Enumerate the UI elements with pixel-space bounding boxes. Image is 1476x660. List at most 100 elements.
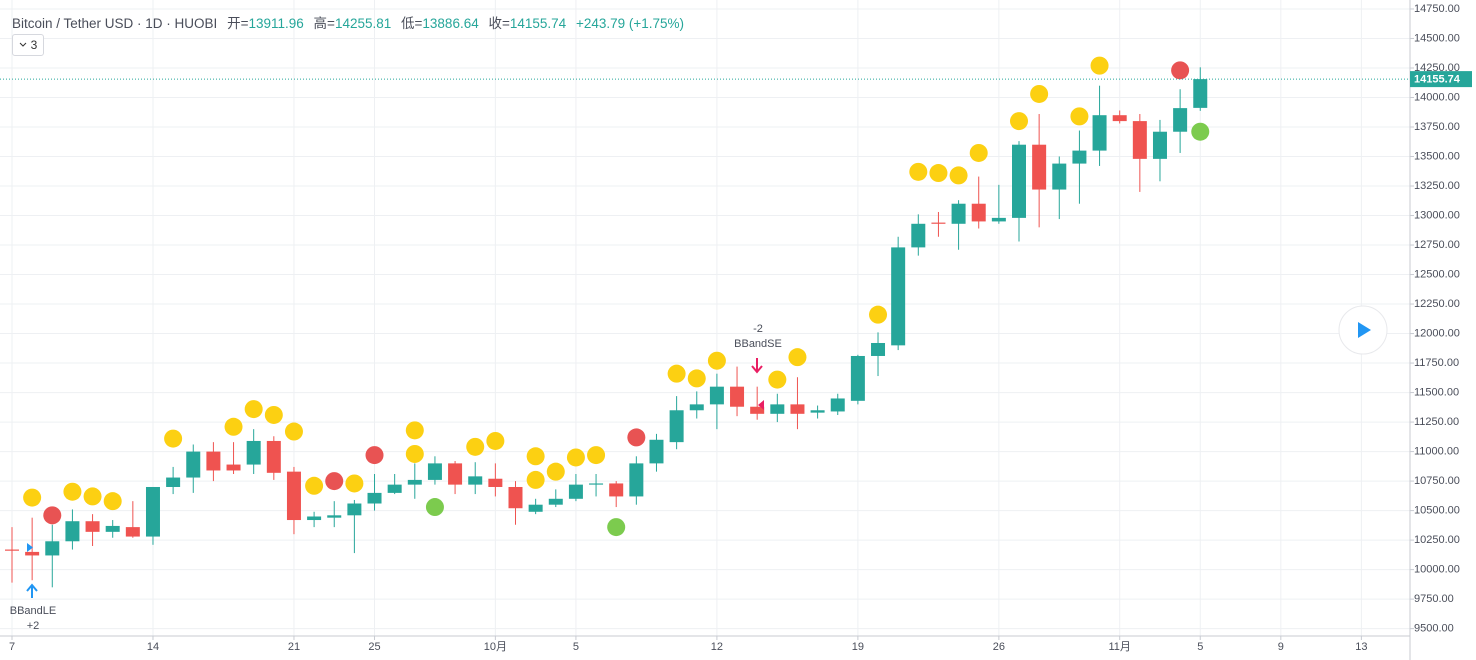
indicator-toggle[interactable]: 3 <box>12 34 44 56</box>
y-tick-label: 10500.00 <box>1414 505 1460 517</box>
y-tick-label: 13000.00 <box>1414 209 1460 221</box>
candle-body <box>931 222 946 224</box>
signal-dot <box>1090 56 1109 75</box>
candle-body <box>226 464 241 471</box>
signal-dot <box>1010 112 1028 131</box>
candle-body <box>286 471 301 521</box>
candle-body <box>589 483 604 485</box>
last-price-label: 14155.74 <box>1414 74 1461 86</box>
ohlc-value: 13886.64 <box>422 16 479 31</box>
candle-body <box>65 521 80 542</box>
signal-dot <box>587 446 606 465</box>
candle-body <box>1112 115 1127 122</box>
x-tick-label: 25 <box>368 641 380 653</box>
exit-marker <box>758 400 764 410</box>
signal-dot <box>929 164 948 183</box>
signal-dot <box>244 400 263 419</box>
y-tick-label: 12500.00 <box>1414 268 1460 280</box>
candle-body <box>649 439 664 464</box>
annotation: -2 <box>753 323 763 335</box>
symbol: Bitcoin / Tether USD · 1D · HUOBI <box>12 16 218 31</box>
signal-dot <box>869 305 888 324</box>
signal-dot <box>345 474 364 493</box>
candle-body <box>850 355 865 401</box>
y-tick-label: 12250.00 <box>1414 298 1460 310</box>
candle-body <box>125 527 140 537</box>
candle-body <box>770 404 785 414</box>
signal-dot <box>1070 107 1089 126</box>
candle-body <box>266 440 281 473</box>
candle-body <box>327 515 342 518</box>
candle-body <box>105 525 120 532</box>
candle-body <box>871 342 886 356</box>
candle-body <box>1173 108 1188 132</box>
y-tick-label: 11000.00 <box>1414 445 1459 457</box>
x-tick-label: 11月 <box>1108 641 1130 653</box>
candle-body <box>508 486 523 509</box>
signal-dot <box>466 437 485 456</box>
candle-body <box>750 406 765 414</box>
candle-body <box>186 451 201 478</box>
candle-body <box>1032 144 1047 190</box>
annotation: BBandLE <box>10 605 56 617</box>
candle-body <box>468 476 483 485</box>
candle-body <box>891 247 906 346</box>
candle-body <box>145 486 160 537</box>
candle-body <box>911 223 926 248</box>
candle-body <box>1052 163 1067 190</box>
annotation: BBandSE <box>734 338 782 350</box>
signal-dot <box>546 462 565 481</box>
y-tick-label: 10250.00 <box>1414 534 1460 546</box>
y-tick-label: 9750.00 <box>1414 593 1454 605</box>
candle-body <box>830 398 845 412</box>
x-tick-label: 14 <box>147 641 159 653</box>
x-tick-label: 21 <box>288 641 300 653</box>
y-tick-label: 14500.00 <box>1414 32 1460 44</box>
signal-dot <box>566 448 585 467</box>
candle-body <box>1012 144 1026 218</box>
signal-dot <box>43 506 62 525</box>
ohlc-label: 收= <box>488 16 510 31</box>
ohlc-label: 低= <box>401 16 423 31</box>
candle-body <box>206 451 221 471</box>
y-tick-label: 13250.00 <box>1414 180 1460 192</box>
candle-body <box>407 479 422 485</box>
candle-body <box>689 404 704 411</box>
y-tick-label: 13750.00 <box>1414 121 1460 133</box>
chevron <box>19 42 27 47</box>
ohlc-label: 高= <box>313 16 335 31</box>
candle-body <box>307 516 322 521</box>
header: Bitcoin / Tether USD · 1D · HUOBI 开=1391… <box>12 12 684 32</box>
candle-body <box>568 484 583 499</box>
x-tick-label: 13 <box>1355 641 1367 653</box>
candle-body <box>790 404 805 414</box>
signal-dot <box>526 470 545 489</box>
y-tick-label: 14750.00 <box>1414 3 1460 15</box>
candle-body <box>367 492 382 504</box>
entry-marker <box>27 543 33 552</box>
signal-dot <box>707 351 726 370</box>
candle-body <box>1072 150 1087 164</box>
candle-body <box>730 386 745 407</box>
candle-body <box>5 549 19 551</box>
last-price-tag <box>1410 71 1472 88</box>
y-tick-label: 12750.00 <box>1414 239 1460 251</box>
signal-dot <box>1030 84 1049 103</box>
y-tick-label: 11500.00 <box>1414 386 1459 398</box>
signal-dot <box>667 364 686 383</box>
candle-body <box>991 217 1006 222</box>
candle-body <box>609 483 624 497</box>
candle-body <box>1092 115 1107 151</box>
signal-dot <box>1191 122 1210 141</box>
signal-dot <box>526 447 545 466</box>
candle-body <box>709 386 724 405</box>
x-tick-label: 12 <box>711 641 723 653</box>
signal-dot <box>103 492 122 511</box>
play-icon <box>1358 322 1371 338</box>
signal-dot <box>365 446 384 465</box>
signal-dot <box>405 421 424 440</box>
signal-dot <box>788 348 807 367</box>
candle-body <box>488 478 503 487</box>
signal-dot <box>627 428 646 447</box>
